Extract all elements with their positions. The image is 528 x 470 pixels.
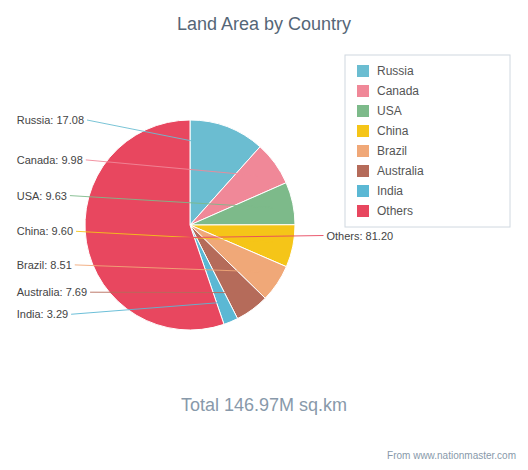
leader-line [107, 236, 323, 239]
data-label: Russia: 17.08 [17, 114, 84, 126]
legend-box [345, 55, 510, 227]
legend-entry: India [377, 184, 403, 198]
title: Land Area by Country [177, 14, 351, 34]
legend-entry: USA [377, 104, 402, 118]
legend-swatch [357, 165, 369, 177]
legend-swatch [357, 105, 369, 117]
data-label: USA: 9.63 [17, 190, 67, 202]
legend-swatch [357, 185, 369, 197]
legend-entry: Australia [377, 164, 424, 178]
chart: Land Area by Country Russia: 17.08 Canada:… [0, 0, 528, 470]
data-label: China: 9.60 [17, 225, 73, 237]
legend-entry: Others [377, 204, 413, 218]
legend-entry: Canada [377, 84, 419, 98]
legend-swatch [357, 205, 369, 217]
data-label: Australia: 7.69 [17, 286, 87, 298]
leader-line [70, 196, 272, 208]
legend-swatch [357, 85, 369, 97]
leader-line [71, 302, 223, 314]
legend-swatch [357, 125, 369, 137]
data-label: Brazil: 8.51 [17, 259, 72, 271]
legend-entry: Russia [377, 64, 414, 78]
data-label: Canada: 9.98 [17, 154, 83, 166]
leader-line [90, 292, 240, 293]
legend-swatch [357, 65, 369, 77]
pie-slice [85, 120, 224, 330]
data-labels: Russia: 17.08 Canada: 9.98 USA: 9.63 China:… [17, 114, 393, 320]
slices [85, 120, 295, 330]
leader-line [86, 160, 258, 176]
legend-swatch [357, 145, 369, 157]
legend-entry: Brazil [377, 144, 407, 158]
data-label: India: 3.29 [17, 308, 68, 320]
annotation: Total 146.97M sq.km [181, 395, 347, 415]
legend: Russia Canada USA China Brazil Australia India… [345, 55, 510, 227]
leader-line [75, 265, 260, 272]
leader-line [87, 120, 220, 147]
data-label: Others: 81.20 [327, 230, 394, 242]
annotation: From www.nationmaster.com [387, 450, 516, 461]
legend-entry: China [377, 124, 409, 138]
